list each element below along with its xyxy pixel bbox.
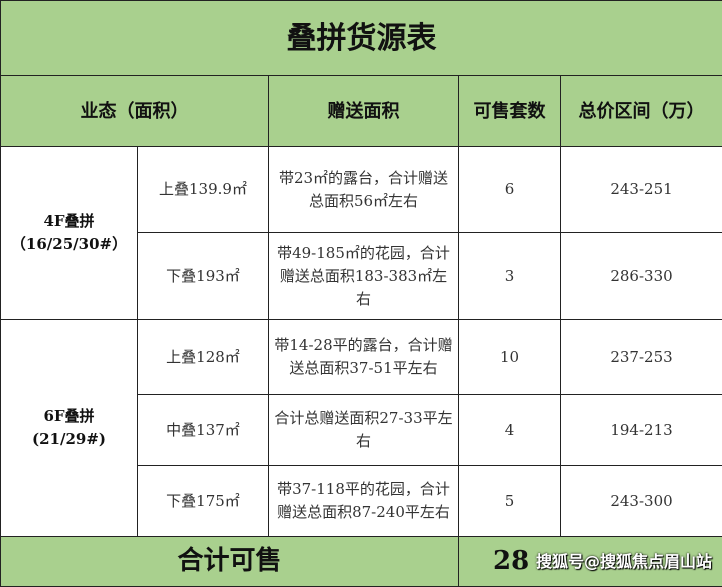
unit-count: 6 [458,146,561,233]
price-range: 194-213 [559,394,722,466]
price-range: 243-300 [559,465,722,537]
header-type: 业态（面积） [0,75,269,147]
table-row: 下叠193㎡ 带49-185㎡的花园，合计赠送总面积183-383㎡左右 3 2… [1,232,722,320]
gift-area: 合计总赠送面积27-33平左右 [268,394,459,466]
unit-type: 上叠128㎡ [137,319,269,395]
price-range: 237-253 [559,319,722,395]
price-range: 286-330 [559,232,722,320]
header-count: 可售套数 [458,75,561,147]
group-4f: 4F叠拼 （16/25/30#） [0,146,138,320]
unit-type: 中叠137㎡ [137,394,269,466]
footer-total-wrap: 28 搜狐号@搜狐焦点眉山站 [463,546,718,576]
gift-area: 带23㎡的露台，合计赠送总面积56㎡左右 [268,146,459,233]
group-buildings: （16/25/30#） [10,235,128,253]
unit-count: 4 [458,394,561,466]
unit-type: 下叠175㎡ [137,465,269,537]
unit-count: 10 [458,319,561,395]
footer-label: 合计可售 [0,536,459,587]
unit-type: 下叠193㎡ [137,232,269,320]
unit-type: 上叠139.9㎡ [137,146,269,233]
table-row: 4F叠拼 （16/25/30#） 上叠139.9㎡ 带23㎡的露台，合计赠送总面积… [0,146,722,320]
table-row: 下叠175㎡ 带37-118平的花园，合计赠送总面积87-240平左右 5 24… [1,465,722,537]
footer-total-cell: 28 搜狐号@搜狐焦点眉山站 [457,536,722,587]
watermark: 搜狐号@搜狐焦点眉山站 [536,551,713,571]
group-buildings: (21/29#) [32,430,106,448]
gift-area: 带37-118平的花园，合计赠送总面积87-240平左右 [268,465,459,537]
footer-total: 28 [493,546,530,576]
group-name: 4F叠拼 [43,212,95,230]
table-row: 中叠137㎡ 合计总赠送面积27-33平左右 4 194-213 [1,394,722,466]
table-row: 6F叠拼 (21/29#) 上叠128㎡ 带14-28平的露台，合计赠送总面积37… [0,319,722,537]
group-6f: 6F叠拼 (21/29#) [0,319,138,537]
price-range: 243-251 [559,146,722,233]
header-price: 总价区间（万） [559,75,722,147]
unit-count: 5 [458,465,561,537]
group-name: 6F叠拼 [43,407,95,425]
header-gift: 赠送面积 [268,75,459,147]
unit-count: 3 [458,232,561,320]
table-title: 叠拼货源表 [0,0,722,76]
gift-area: 带14-28平的露台，合计赠送总面积37-51平左右 [268,319,459,395]
gift-area: 带49-185㎡的花园，合计赠送总面积183-383㎡左右 [268,232,459,320]
